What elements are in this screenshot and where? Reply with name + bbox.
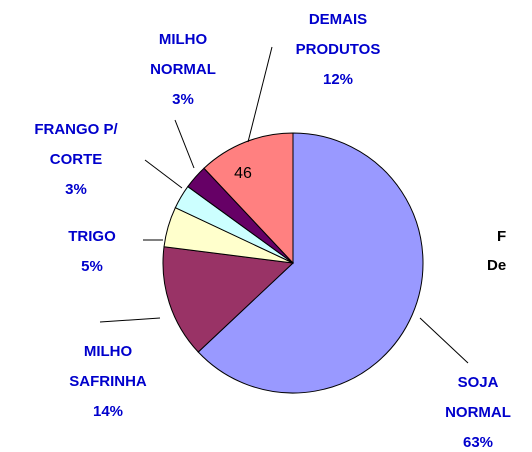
pie — [162, 132, 424, 394]
slice — [197, 132, 424, 394]
leader-line — [144, 159, 183, 189]
leader-line — [247, 46, 273, 143]
value-label: 5% — [81, 258, 103, 275]
category-label: NORMAL — [150, 61, 216, 78]
category-label: DEMAIS — [309, 11, 367, 28]
leader-line — [419, 317, 469, 364]
slice-label: MILHO SAFRINHA 14% — [69, 343, 147, 420]
leader-line — [174, 119, 195, 169]
slice-label: MILHO NORMAL 3% — [150, 31, 216, 108]
value-label: 63% — [463, 434, 493, 451]
value-label: 14% — [93, 403, 123, 420]
category-label: NORMAL — [445, 404, 511, 421]
category-label: PRODUTOS — [296, 41, 381, 58]
category-label: TRIGO — [68, 228, 116, 245]
annotation: De — [487, 257, 506, 274]
value-label: 3% — [172, 91, 194, 108]
slice — [162, 246, 295, 353]
slice-label: FRANGO P/CORTE 3% — [34, 121, 118, 198]
value-label: 12% — [323, 71, 353, 88]
slice-label: TRIGO 5% — [68, 228, 116, 275]
leader-line — [99, 317, 161, 323]
slice-label: SOJA NORMAL 63% — [445, 374, 511, 451]
category-label: SAFRINHA — [69, 373, 147, 390]
annotation: F — [497, 228, 506, 245]
slice-label: DEMAIS PRODUTOS 12% — [296, 11, 381, 88]
category-label: SOJA — [458, 374, 499, 391]
category-label: CORTE — [50, 151, 103, 168]
annotation: 46 — [234, 165, 252, 182]
category-label: MILHO — [159, 31, 208, 48]
category-label: FRANGO P/ — [34, 121, 118, 138]
value-label: 3% — [65, 181, 87, 198]
slice — [203, 132, 294, 265]
category-label: MILHO — [84, 343, 133, 360]
